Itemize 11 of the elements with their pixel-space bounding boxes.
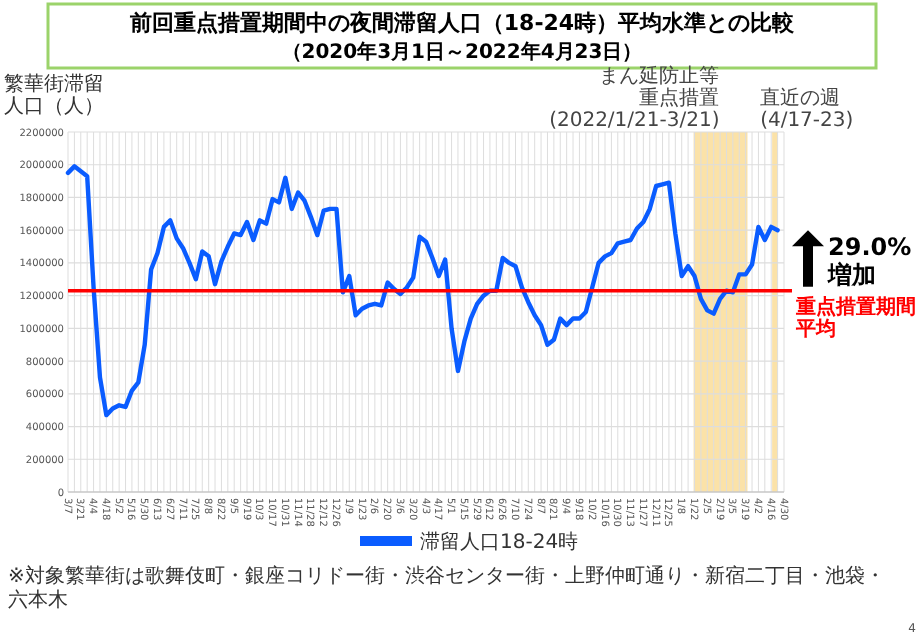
band-label: 直近の週(4/17-23) (760, 86, 854, 132)
text: 増加 (826, 260, 876, 289)
y-axis-title: 繁華街滞留人口（人） (4, 72, 104, 118)
text: 29.0% (828, 232, 912, 261)
line-series (65, 164, 780, 418)
legend-label: 滞留人口18-24時 (420, 530, 579, 554)
text: ※対象繁華街は歌舞伎町・銀座コリドー街・渋谷センター街・上野仲町通り・新宿二丁目・池袋・六本木 (8, 564, 885, 612)
chart-subtitle: （2020年3月1日～2022年4月23日） (281, 40, 643, 64)
chart-title: 前回重点措置期間中の夜間滞留人口（18-24時）平均水準との比較 (127, 10, 797, 36)
ref-line-label: 重点措置期間平均 (794, 294, 916, 341)
band-label: まん延防止等重点措置(2022/1/21-3/21) (549, 64, 720, 132)
